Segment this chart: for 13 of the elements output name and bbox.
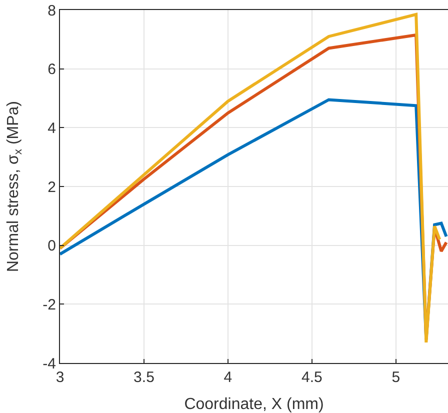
x-tick-label: 5	[392, 369, 400, 386]
x-tick-label: 4	[224, 369, 232, 386]
x-tick-label: 3	[56, 369, 64, 386]
y-tick-label: 6	[48, 61, 56, 78]
y-tick-label: -2	[42, 296, 56, 314]
y-tick-label: 8	[48, 2, 56, 20]
x-tick-label: 3.5	[134, 369, 154, 386]
y-tick-label: -4	[42, 355, 56, 372]
y-tick-label: 0	[48, 238, 56, 255]
y-tick-label: 2	[48, 178, 56, 196]
x-tick-label: 4.5	[302, 369, 322, 386]
y-tick-label: 4	[48, 120, 56, 137]
x-axis-title: Coordinate, X (mm)	[184, 396, 324, 413]
